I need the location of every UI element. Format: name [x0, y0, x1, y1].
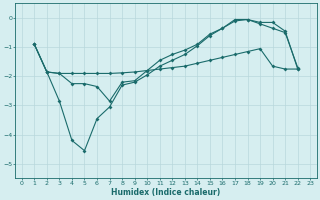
X-axis label: Humidex (Indice chaleur): Humidex (Indice chaleur): [111, 188, 220, 197]
